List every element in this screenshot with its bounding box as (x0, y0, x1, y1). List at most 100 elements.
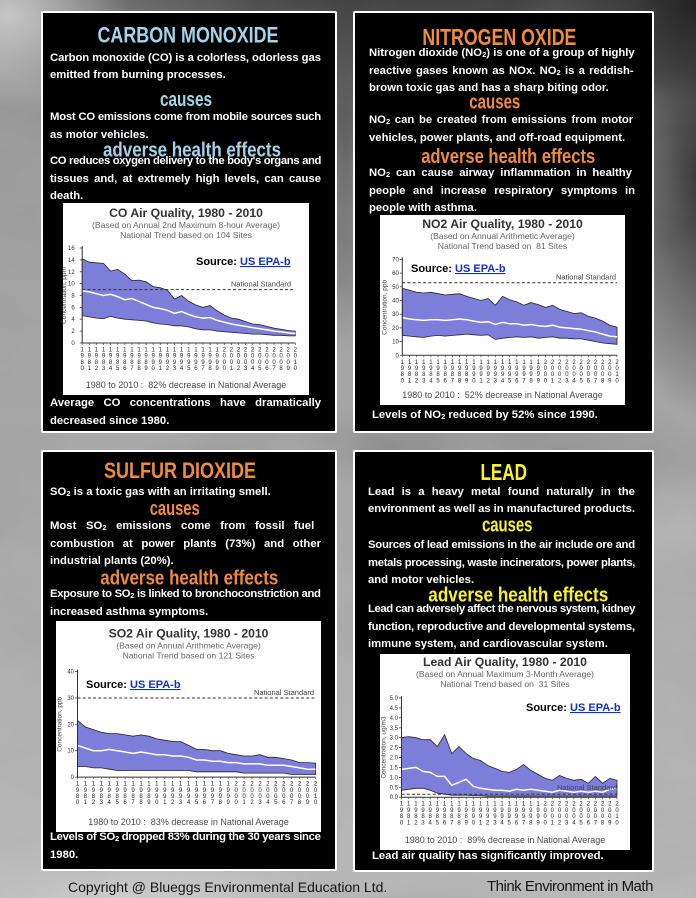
svg-text:Source: US EPA-b: Source: US EPA-b (196, 256, 291, 268)
svg-text:40: 40 (392, 299, 399, 305)
svg-text:(Based on Annual Arithmetic Av: (Based on Annual Arithmetic Average) (116, 641, 261, 651)
svg-text:60: 60 (392, 271, 399, 277)
svg-text:LEAD: LEAD (480, 459, 527, 485)
svg-text:2010: 2010 (294, 348, 298, 373)
svg-text:10: 10 (392, 340, 399, 346)
svg-text:Lead Air Quality, 1980 - 2010: Lead Air Quality, 1980 - 2010 (423, 655, 587, 669)
svg-text:30: 30 (392, 312, 399, 318)
svg-text:50: 50 (392, 285, 399, 291)
svg-text:0.5: 0.5 (390, 785, 399, 791)
svg-text:adverse health effects: adverse health effects (428, 584, 608, 607)
svg-text:Concentration, ug/m3: Concentration, ug/m3 (381, 716, 388, 779)
svg-text:NITROGEN OXIDE: NITROGEN OXIDE (422, 24, 576, 50)
svg-text:1980 to 2010 : 82% decrease i: 1980 to 2010 : 82% decrease in National … (86, 380, 286, 390)
svg-text:Concentration, ppb: Concentration, ppb (381, 280, 388, 335)
svg-text:1980: 1980 (401, 360, 405, 385)
svg-text:causes: causes (160, 88, 212, 111)
svg-text:14: 14 (68, 258, 75, 264)
svg-text:5.0: 5.0 (390, 696, 399, 702)
svg-text:National Trend based on 31 Si: National Trend based on 31 Sites (440, 679, 569, 689)
svg-text:10: 10 (68, 282, 75, 288)
svg-text:National Trend based on 121 Si: National Trend based on 121 Sites (123, 651, 255, 661)
svg-text:12: 12 (68, 270, 75, 276)
svg-text:40: 40 (67, 670, 74, 676)
svg-text:(Based on Annual Arithmetic Av: (Based on Annual Arithmetic Average) (430, 231, 575, 241)
svg-text:10: 10 (67, 749, 74, 755)
svg-text:3.5: 3.5 (390, 726, 399, 732)
svg-text:1980 to 2010 : 89% decrease i: 1980 to 2010 : 89% decrease in National … (405, 835, 605, 845)
svg-text:70: 70 (392, 257, 399, 263)
svg-text:1.5: 1.5 (390, 765, 399, 771)
svg-text:0: 0 (71, 341, 75, 347)
svg-text:National Standard: National Standard (557, 783, 617, 792)
svg-text:causes: causes (469, 90, 520, 113)
svg-text:4.5: 4.5 (390, 706, 399, 712)
svg-text:SO2 Air Quality, 1980 - 2010: SO2 Air Quality, 1980 - 2010 (109, 627, 269, 641)
svg-text:CO Air Quality, 1980 - 2010: CO Air Quality, 1980 - 2010 (109, 206, 263, 220)
svg-text:1980: 1980 (76, 782, 80, 807)
svg-text:CARBON MONOXIDE: CARBON MONOXIDE (98, 23, 279, 48)
svg-text:NO2 Air Quality, 1980 - 2010: NO2 Air Quality, 1980 - 2010 (422, 217, 583, 231)
svg-text:causes: causes (150, 497, 200, 520)
